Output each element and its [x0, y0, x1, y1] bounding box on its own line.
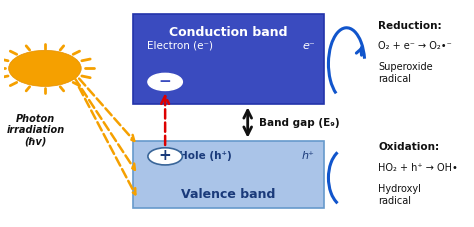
Text: Reduction:: Reduction: — [378, 20, 442, 30]
Bar — [133, 141, 324, 208]
Bar — [133, 14, 324, 104]
Text: Electron (e⁻): Electron (e⁻) — [147, 41, 213, 51]
Text: Valence band: Valence band — [182, 188, 276, 202]
Text: HO₂ + h⁺ → OH•: HO₂ + h⁺ → OH• — [378, 163, 458, 173]
Text: Band gap (E₉): Band gap (E₉) — [259, 118, 340, 128]
Text: +: + — [159, 148, 172, 163]
Text: e⁻: e⁻ — [302, 41, 315, 51]
Text: Photon
irradiation
(ℏv): Photon irradiation (ℏv) — [7, 114, 65, 147]
Circle shape — [9, 50, 81, 86]
Text: Hole (h⁺): Hole (h⁺) — [179, 151, 231, 161]
Text: −: − — [159, 74, 172, 89]
Text: Superoxide
radical: Superoxide radical — [378, 62, 433, 84]
Text: Hydroxyl
radical: Hydroxyl radical — [378, 184, 421, 205]
Text: h⁺: h⁺ — [302, 151, 315, 161]
Circle shape — [148, 73, 182, 91]
Text: O₂ + e⁻ → O₂•⁻: O₂ + e⁻ → O₂•⁻ — [378, 41, 452, 51]
Text: Conduction band: Conduction band — [169, 25, 288, 39]
Text: Oxidation:: Oxidation: — [378, 142, 439, 152]
Circle shape — [148, 148, 182, 165]
